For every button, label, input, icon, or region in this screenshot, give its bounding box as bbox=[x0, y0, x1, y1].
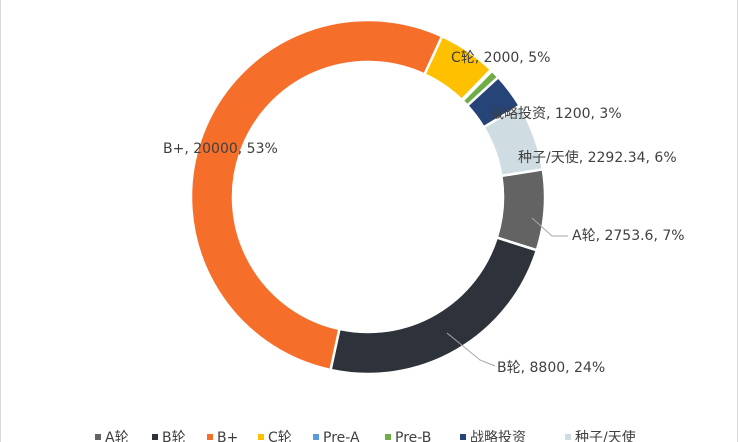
legend-marker bbox=[207, 434, 213, 440]
legend-marker bbox=[460, 434, 466, 440]
slice bbox=[189, 18, 444, 372]
data-label: B轮, 8800, 24% bbox=[497, 360, 605, 376]
data-label: 战略投资, 1200, 3% bbox=[490, 106, 622, 122]
slice bbox=[495, 167, 547, 252]
data-label: B+, 20000, 53% bbox=[163, 141, 278, 157]
legend-label: B轮 bbox=[162, 430, 186, 442]
legend-marker bbox=[95, 434, 101, 440]
legend-label: 种子/天使 bbox=[575, 429, 636, 442]
legend-label: 战略投资 bbox=[470, 430, 526, 442]
legend-label: B+ bbox=[217, 430, 238, 442]
data-label: 种子/天使, 2292.34, 6% bbox=[518, 149, 677, 166]
legend-marker bbox=[385, 434, 391, 440]
leader-line bbox=[446, 332, 496, 367]
legend-label: A轮 bbox=[105, 430, 129, 442]
slice bbox=[481, 103, 545, 178]
legend-marker bbox=[258, 434, 264, 440]
legend-marker bbox=[152, 434, 158, 440]
data-label: A轮, 2753.6, 7% bbox=[572, 228, 685, 244]
data-label: C轮, 2000, 5% bbox=[451, 50, 550, 66]
legend-marker bbox=[313, 434, 319, 440]
legend-label: Pre-A bbox=[323, 430, 360, 442]
leader-line bbox=[531, 217, 568, 237]
legend-label: C轮 bbox=[268, 430, 292, 442]
legend-marker bbox=[565, 434, 571, 440]
legend-label: Pre-B bbox=[395, 430, 431, 442]
